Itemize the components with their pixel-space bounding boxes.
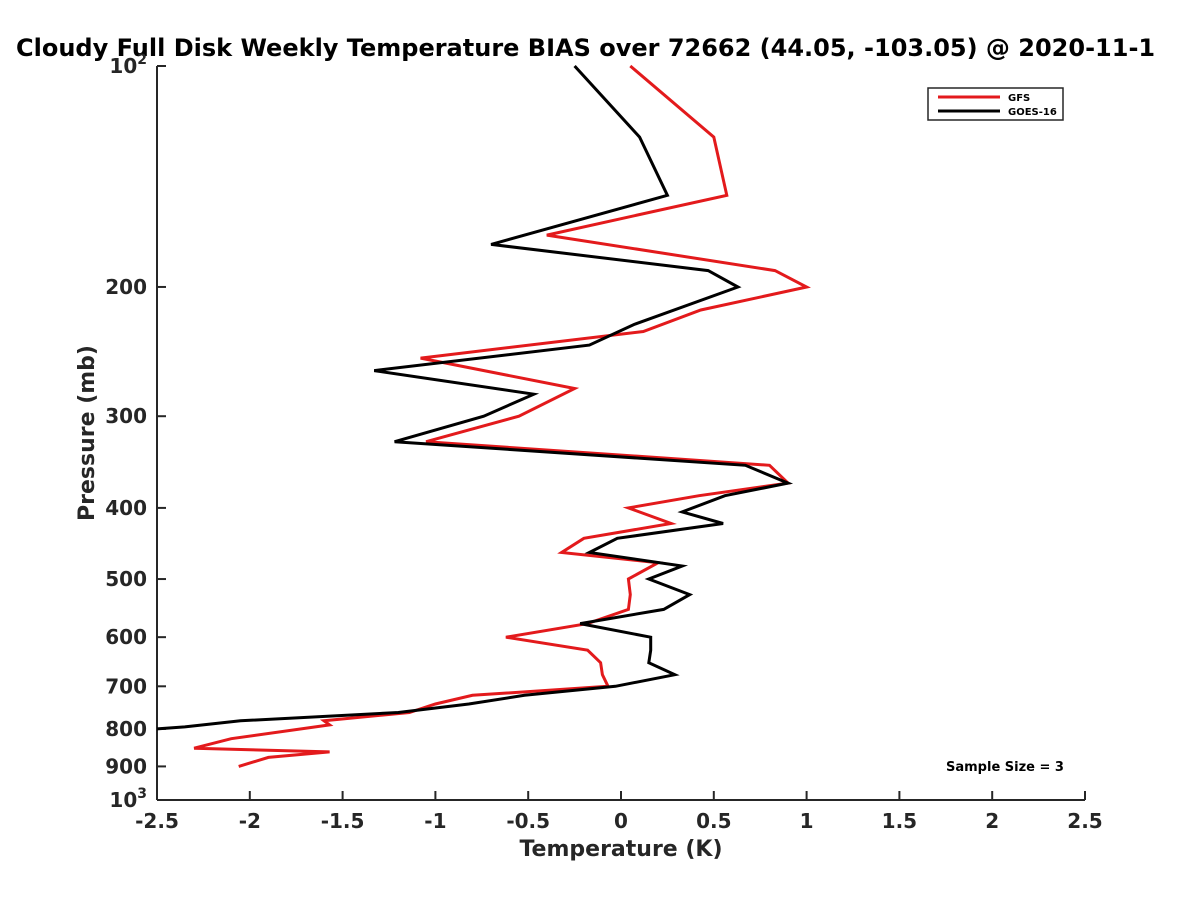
series-line-gfs	[193, 64, 811, 768]
x-tick-label: -2	[239, 809, 261, 833]
y-tick-exponent: 2	[137, 52, 147, 68]
y-tick-label: 102	[109, 52, 147, 78]
y-tick-exponent: 3	[137, 786, 147, 802]
legend-label-goes-16: GOES-16	[1008, 107, 1057, 118]
plot-axes	[156, 66, 1085, 801]
series-lines	[156, 64, 811, 768]
x-tick-label: 0.5	[696, 809, 731, 833]
y-tick-base: 10	[109, 788, 137, 812]
x-tick-label: 0	[614, 809, 628, 833]
y-tick-label: 300	[105, 404, 147, 428]
x-tick-label: -1.5	[321, 809, 365, 833]
y-tick-label: 700	[105, 674, 147, 698]
y-tick-label: 800	[105, 717, 147, 741]
x-ticks: -2.5 -2 -1.5 -1 -0.5 0 0.5 1 1.5 2 2.5	[135, 791, 1103, 833]
legend-box	[927, 87, 1064, 121]
y-tick-label: 600	[105, 625, 147, 649]
legend-label-gfs: GFS	[1008, 93, 1030, 104]
x-tick-label: 1	[800, 809, 814, 833]
y-tick-label: 200	[105, 275, 147, 299]
chart-title: Cloudy Full Disk Weekly Temperature BIAS…	[16, 34, 1155, 62]
x-tick-label: -0.5	[506, 809, 550, 833]
y-tick-label: 900	[105, 754, 147, 778]
y-tick-base: 10	[109, 54, 137, 78]
y-tick-label: 400	[105, 496, 147, 520]
x-tick-label: -2.5	[135, 809, 179, 833]
x-tick-label: 1.5	[882, 809, 917, 833]
y-tick-label: 103	[109, 786, 147, 812]
legend: GFS GOES-16	[927, 87, 1064, 121]
y-axis-label: Pressure (mb)	[75, 345, 100, 521]
x-tick-label: -1	[424, 809, 446, 833]
x-tick-label: 2.5	[1067, 809, 1102, 833]
series-line-goes-16	[156, 64, 794, 731]
sample-size-annotation: Sample Size = 3	[946, 760, 1064, 775]
y-tick-label: 500	[105, 567, 147, 591]
x-axis-label: Temperature (K)	[519, 837, 722, 862]
x-tick-label: 2	[985, 809, 999, 833]
